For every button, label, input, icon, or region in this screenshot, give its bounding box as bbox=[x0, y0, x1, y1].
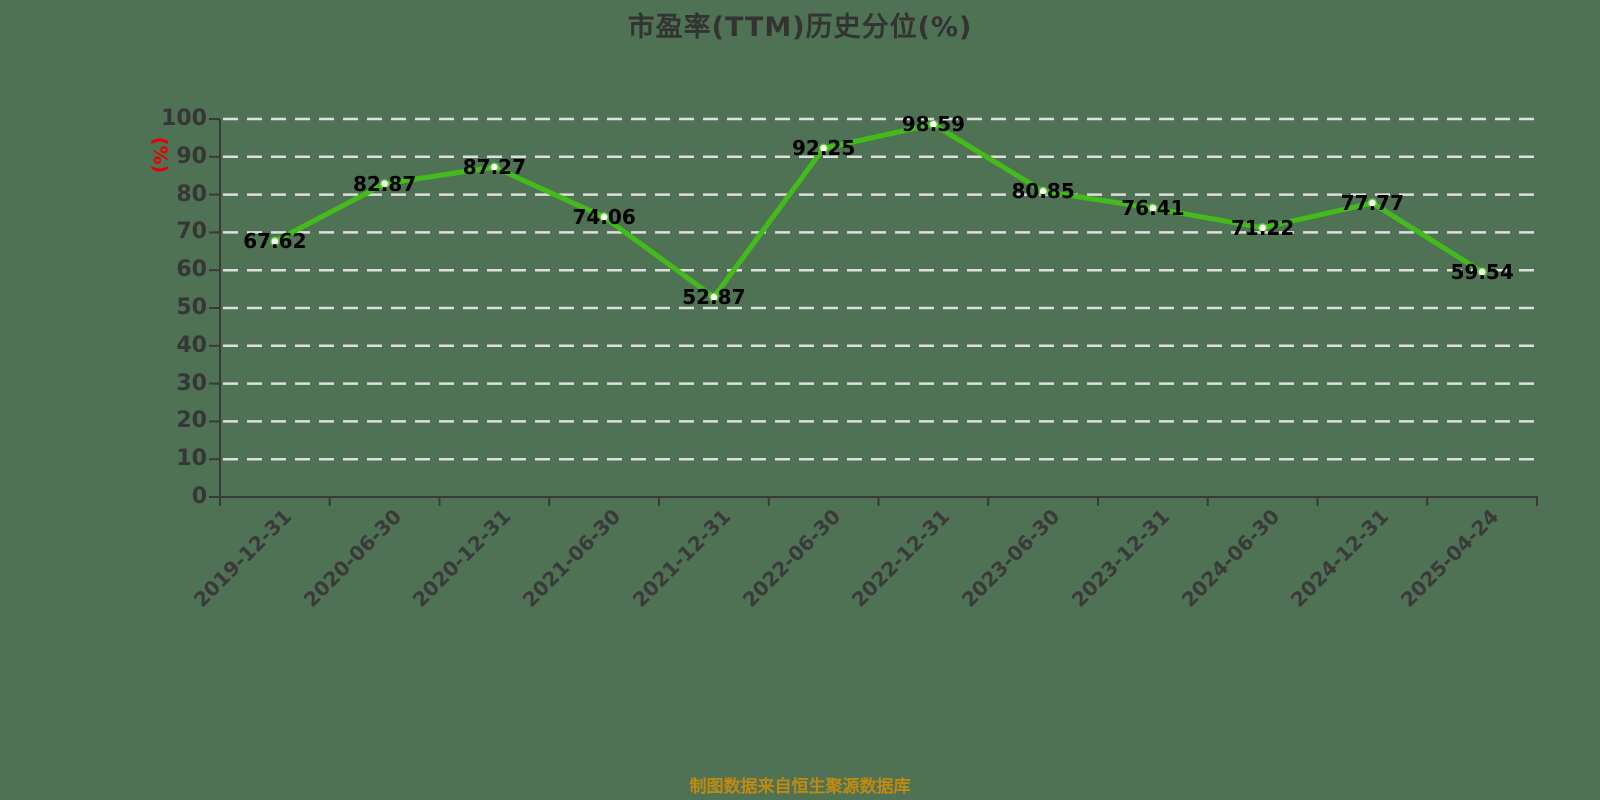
data-point-marker bbox=[379, 179, 390, 189]
data-point-label: 92.25 bbox=[791, 136, 856, 161]
chart-title: 市盈率(TTM)历史分位(%) bbox=[627, 12, 973, 43]
y-tick-label: 80 bbox=[176, 181, 207, 207]
y-tick-label: 100 bbox=[161, 106, 207, 131]
data-line bbox=[272, 121, 1485, 300]
data-point-label: 80.85 bbox=[1011, 179, 1075, 204]
data-point-label: 52.87 bbox=[682, 285, 746, 310]
data-point-marker bbox=[1367, 198, 1378, 208]
y-tick-label: 10 bbox=[176, 446, 207, 472]
y-tick-label: 60 bbox=[176, 257, 207, 283]
data-point-marker bbox=[489, 162, 500, 172]
y-tick-label: 20 bbox=[176, 408, 207, 434]
data-point-marker bbox=[1257, 223, 1268, 233]
data-point-marker bbox=[928, 119, 939, 130]
data-point-label: 77.77 bbox=[1340, 191, 1405, 216]
data-point-label: 67.62 bbox=[243, 229, 307, 254]
data-point-marker bbox=[818, 143, 829, 154]
data-point-label: 98.59 bbox=[901, 112, 966, 137]
data-point-label: 71.22 bbox=[1230, 215, 1295, 240]
data-point-marker bbox=[709, 292, 719, 302]
y-tick-label: 50 bbox=[176, 295, 207, 320]
data-point-marker bbox=[1148, 203, 1158, 213]
data-point-label: 87.27 bbox=[462, 155, 527, 180]
data-point-marker bbox=[1038, 186, 1048, 197]
data-point-marker bbox=[270, 236, 280, 247]
y-tick-label: 0 bbox=[191, 484, 207, 509]
data-point-label: 76.41 bbox=[1121, 196, 1185, 221]
y-tick-label: 30 bbox=[176, 370, 207, 396]
y-tick-label: 70 bbox=[176, 219, 207, 245]
data-point-marker bbox=[599, 212, 609, 222]
chart-footer-source: 制图数据来自恒生聚源数据库 bbox=[689, 777, 911, 797]
data-point-label: 59.54 bbox=[1450, 259, 1514, 284]
data-point-label: 82.87 bbox=[352, 171, 417, 196]
y-tick-label: 40 bbox=[176, 332, 207, 358]
y-tick-label: 90 bbox=[176, 143, 207, 169]
data-point-label: 74.06 bbox=[572, 205, 636, 230]
data-point-marker bbox=[1477, 267, 1487, 277]
